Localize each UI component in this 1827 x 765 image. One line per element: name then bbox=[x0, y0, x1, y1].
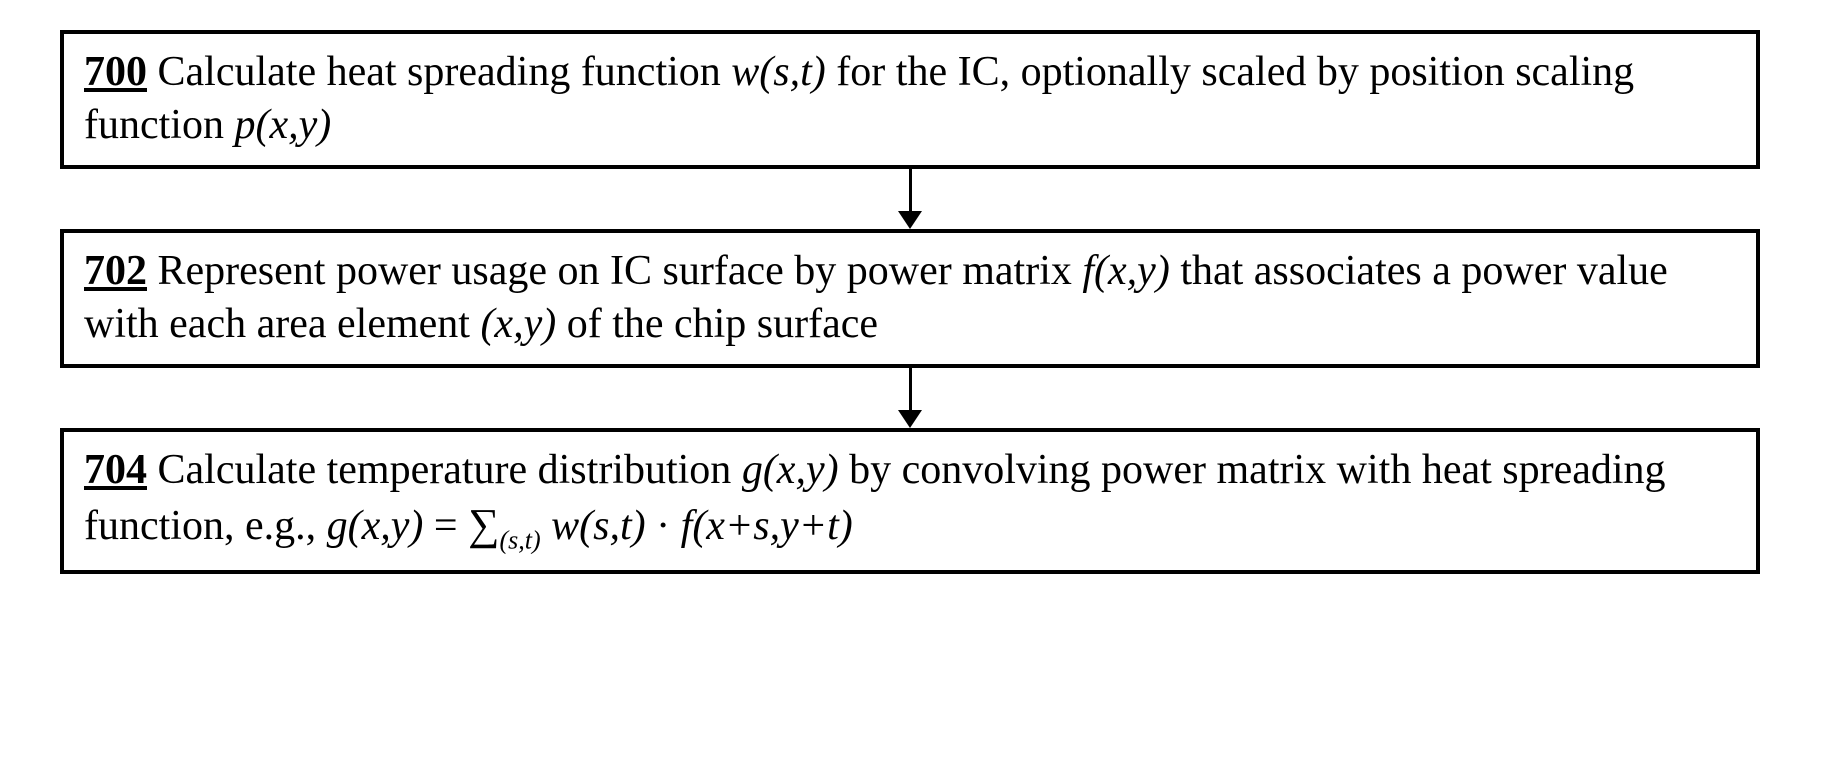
step-text: of the chip surface bbox=[556, 301, 878, 347]
step-number: 704 bbox=[84, 447, 147, 493]
sigma-symbol: ∑ bbox=[468, 500, 499, 549]
step-box-704: 704 Calculate temperature distribution g… bbox=[60, 428, 1760, 574]
math-fn: p(x,y) bbox=[234, 102, 331, 148]
step-text: Calculate temperature distribution bbox=[147, 447, 742, 493]
math-w: w(s,t) bbox=[541, 503, 646, 549]
step-box-700: 700 Calculate heat spreading function w(… bbox=[60, 30, 1760, 169]
math-fn: f(x,y) bbox=[1082, 248, 1169, 294]
math-f: f(x+s,y+t) bbox=[681, 503, 853, 549]
step-number: 702 bbox=[84, 248, 147, 294]
math-elem: (x,y) bbox=[480, 301, 556, 347]
sigma-subscript: (s,t) bbox=[499, 525, 540, 554]
math-dot: · bbox=[646, 503, 681, 549]
arrow-down-icon bbox=[898, 368, 922, 428]
math-fn: g(x,y) bbox=[742, 447, 839, 493]
step-text: Represent power usage on IC surface by p… bbox=[147, 248, 1082, 294]
step-text: Calculate heat spreading function bbox=[147, 49, 731, 95]
math-fn: w(s,t) bbox=[731, 49, 826, 95]
step-box-702: 702 Represent power usage on IC surface … bbox=[60, 229, 1760, 368]
step-number: 700 bbox=[84, 49, 147, 95]
arrow-down-icon bbox=[898, 169, 922, 229]
flowchart: 700 Calculate heat spreading function w(… bbox=[60, 30, 1760, 574]
math-eq: = bbox=[423, 503, 468, 549]
math-lhs: g(x,y) bbox=[327, 503, 424, 549]
